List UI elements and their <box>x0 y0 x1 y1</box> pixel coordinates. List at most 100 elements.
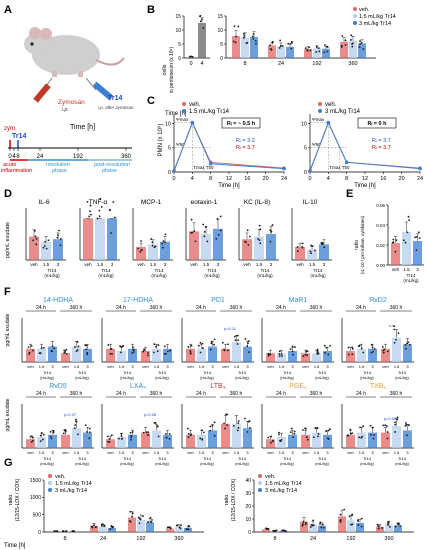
f-xtick-label: veh <box>222 364 228 369</box>
f-bar <box>197 434 206 448</box>
f-bar-point <box>373 434 376 436</box>
d-xtick-label: 1.5 <box>43 262 50 267</box>
f-bar-point <box>77 433 79 436</box>
f-bar-point <box>213 434 216 437</box>
b-left-bar <box>198 23 206 58</box>
f-bar-point <box>237 426 240 429</box>
e-ytick-label: 0.06 <box>376 203 385 208</box>
b-right-bar-point <box>281 45 284 47</box>
g-right-bar-point <box>274 530 277 533</box>
c-left-xtick-label: 24 <box>281 176 287 182</box>
panel-e-ylabel: ratio <box>354 240 360 250</box>
f-bar-point <box>317 433 320 435</box>
f-bar <box>368 348 377 362</box>
panel-b-left-chart: 0 5 10 15 0 4 <box>175 14 210 67</box>
f-bar-point <box>201 438 203 441</box>
d-xlabel-unit: (mL/kg) <box>310 273 326 278</box>
f-bar-point <box>224 427 226 430</box>
f-xlabel-tr14: Tr14 <box>238 370 247 375</box>
f-bar-point <box>359 426 362 429</box>
b-left-ytick-label: 5 <box>178 42 181 48</box>
f-xtick-label: 3 <box>86 364 89 369</box>
d-bar <box>41 241 51 260</box>
g-left-xtick-label: 8 <box>63 536 66 542</box>
f-bar-point <box>406 342 408 345</box>
f-xtick-label: 1.5 <box>154 450 160 455</box>
b-right-bar-point <box>304 47 307 50</box>
f-mediator-title: LTB₄ <box>210 383 225 390</box>
f-bar <box>106 348 115 362</box>
f-bar <box>243 428 252 448</box>
f-bar-point <box>130 438 132 441</box>
d-bar <box>136 247 146 260</box>
f-bar-point <box>387 350 389 353</box>
f-xlabel-unit: (mL/kg) <box>75 375 89 380</box>
f-bar-point <box>156 425 159 428</box>
f-xtick-label: veh <box>382 450 388 455</box>
timeline-tick-label: 360 <box>121 154 132 160</box>
f-bar-point <box>267 354 270 357</box>
timeline-tick-label: 0 <box>8 154 12 160</box>
f-bar-point <box>131 431 134 433</box>
d-bar-point <box>112 201 115 203</box>
c-right-rint-red: Rᵢ = 3.7 <box>372 145 391 151</box>
f-xlabel-unit: (mL/kg) <box>155 375 169 380</box>
g-right-bar-point <box>267 527 270 530</box>
g-right-bar-point <box>360 525 363 528</box>
f-bar-point <box>293 430 296 433</box>
f-bar-point <box>383 348 386 351</box>
g-left-bar-point <box>138 517 141 520</box>
c-left-xtick-label: 20 <box>263 176 269 182</box>
f-bar-point <box>278 355 281 358</box>
f-bar <box>48 434 57 448</box>
f-xtick-label: 1.5 <box>314 450 320 455</box>
c-left-t-max: Tmax <box>193 165 205 170</box>
c-right-xtick-label: 4 <box>327 176 330 182</box>
f-xlabel-unit: (mL/kg) <box>395 375 409 380</box>
f-bar-point <box>209 429 212 432</box>
c-right-psi-50: Ψ50 <box>312 142 321 147</box>
e-ytick-label: 0.00 <box>376 263 385 268</box>
f-xtick-label: 1.5 <box>199 450 205 455</box>
panel-f-ylabel-row2: pg/mL exudate <box>5 398 11 431</box>
f-xlabel-unit: (mL/kg) <box>155 461 169 466</box>
d-bar-point <box>99 197 102 200</box>
f-xtick-label: 1.5 <box>279 450 285 455</box>
f-bar-point <box>142 431 145 434</box>
d-bar-point <box>137 247 140 250</box>
f-bar-point <box>27 346 30 348</box>
f-bar-point <box>213 343 215 346</box>
g-left-bar-point <box>53 530 56 533</box>
f-bar <box>37 348 46 362</box>
b-right-bar-point <box>362 48 365 51</box>
e-bar-point <box>415 236 418 238</box>
d-bar-point <box>35 243 38 246</box>
d-xtick-label: 3 <box>57 262 60 267</box>
d-bar-point <box>154 245 157 248</box>
d-bar-point <box>100 206 103 208</box>
f-bar-point <box>189 350 192 352</box>
f-bar-point <box>74 424 77 426</box>
panel-g-left-chart: 0 500 1000 1500 8 24 192 360 veh.1.5 mL/kg Tr143… <box>30 474 204 542</box>
f-bar <box>232 342 241 362</box>
f-time-360: 360 h <box>150 305 163 311</box>
g-left-bar-point <box>138 522 141 525</box>
g-left-bar-point <box>129 510 132 513</box>
f-xtick-label: veh <box>267 364 273 369</box>
f-bar <box>72 428 81 448</box>
f-bar-point <box>85 344 88 347</box>
b-right-bar-point <box>358 46 361 49</box>
f-xlabel-tr14: Tr14 <box>363 370 372 375</box>
b-left-bar-point <box>199 20 202 23</box>
f-xtick-label: 3 <box>131 450 134 455</box>
g-right-bar-point <box>340 519 342 521</box>
f-bar-point <box>404 422 407 424</box>
panel-g-right-ylabel-2: (12/15-LOX / COX) <box>231 478 237 521</box>
f-xlabel-tr14: Tr14 <box>158 456 167 461</box>
d-xlabel-unit: (mL/kg) <box>98 273 114 278</box>
d-xtick-label: 1.5 <box>256 262 263 267</box>
f-bar-point <box>63 429 66 432</box>
d-xlabel-unit: (mL/kg) <box>151 273 167 278</box>
c-left-ri-box <box>221 117 261 129</box>
b-right-bar-point <box>317 47 320 49</box>
